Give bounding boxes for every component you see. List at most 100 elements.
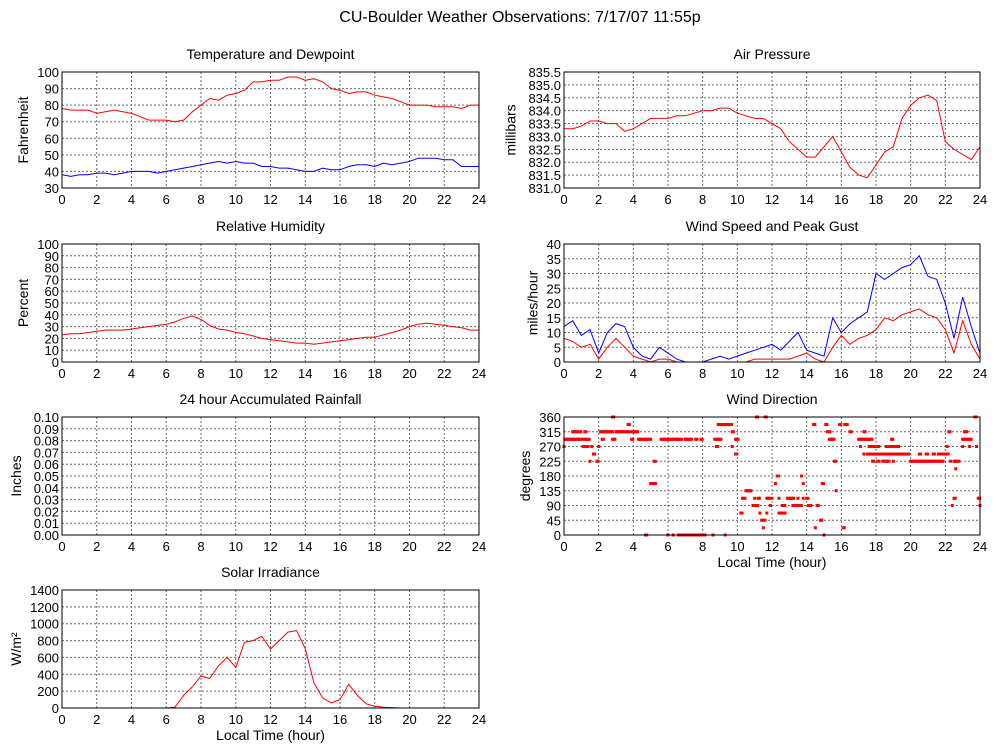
y-tick-label: 833.0 [528, 129, 561, 144]
wind-speed-title: Wind Speed and Peak Gust [686, 218, 859, 234]
x-tick-label: 0 [560, 539, 567, 554]
y-tick-label: 40 [45, 308, 59, 323]
wind-direction-point [891, 459, 895, 463]
wind-direction-point [758, 511, 762, 515]
wind-direction-point [965, 430, 969, 434]
x-tick-label: 20 [903, 366, 917, 381]
wind-direction-point [845, 423, 849, 427]
wind-direction-point [872, 459, 876, 463]
wind-direction-point [587, 437, 591, 441]
y-tick-label: 30 [547, 267, 561, 282]
temperature-dewpoint-series-dewpoint [61, 157, 479, 177]
rainfall-plot-frame [61, 416, 480, 536]
x-tick-label: 16 [333, 366, 347, 381]
wind-direction-point [948, 430, 952, 434]
y-tick-label: 0 [554, 355, 561, 370]
y-tick-label: 0.03 [34, 493, 59, 508]
x-tick-label: 22 [437, 712, 451, 727]
wind-direction-point [877, 445, 881, 448]
wind-direction-point [887, 459, 891, 463]
wind-direction-point [586, 445, 590, 448]
y-tick-label: 5 [554, 340, 561, 355]
wind-direction-point [821, 482, 825, 486]
wind-direction-point [801, 482, 805, 486]
wind-direction-point [813, 526, 817, 530]
solar-irradiance-title: Solar Irradiance [221, 564, 320, 580]
y-tick-label: 200 [37, 684, 59, 699]
rainfall-title: 24 hour Accumulated Rainfall [179, 391, 361, 407]
wind-direction-point [783, 511, 787, 515]
wind-direction-point [593, 452, 597, 456]
wind-direction-point [700, 437, 704, 441]
x-tick-label: 0 [58, 366, 65, 381]
wind-direction-point [597, 445, 601, 448]
x-tick-label: 4 [630, 192, 637, 207]
wind-direction-point [801, 496, 805, 500]
y-tick-label: 0.04 [34, 481, 59, 496]
wind-speed-series-peak-gust [563, 254, 981, 363]
wind-direction-point [761, 518, 765, 522]
x-tick-label: 0 [560, 366, 567, 381]
y-tick-label: 0.02 [34, 504, 59, 519]
wind-direction-point [862, 452, 866, 456]
wind-direction-point [653, 459, 657, 463]
x-tick-label: 18 [869, 366, 883, 381]
relative-humidity-y-axis-label: Percent [15, 279, 31, 327]
x-tick-label: 12 [765, 366, 779, 381]
wind-direction-point [631, 437, 635, 441]
x-tick-label: 10 [730, 192, 744, 207]
y-tick-label: 831.5 [528, 168, 561, 183]
air-pressure-series-pressure [564, 94, 981, 179]
x-tick-label: 10 [229, 366, 243, 381]
x-tick-label: 2 [93, 192, 100, 207]
x-tick-label: 8 [197, 192, 204, 207]
x-tick-label: 20 [402, 366, 416, 381]
temperature-dewpoint-series-temperature [61, 76, 479, 123]
x-tick-label: 22 [437, 192, 451, 207]
y-tick-label: 30 [45, 181, 59, 196]
x-tick-label: 12 [263, 712, 277, 727]
wind-direction-point [907, 452, 911, 456]
wind-direction-plot-frame [563, 416, 981, 536]
y-tick-label: 0.05 [34, 469, 59, 484]
wind-direction-point [842, 526, 846, 530]
wind-direction-point [695, 437, 699, 441]
wind-direction-point [863, 430, 867, 434]
x-tick-label: 4 [630, 539, 637, 554]
x-tick-label: 20 [402, 712, 416, 727]
solar-irradiance-plot-frame [61, 589, 480, 709]
wind-direction-point [743, 496, 747, 500]
y-tick-label: 225 [539, 454, 561, 469]
x-tick-label: 22 [938, 366, 952, 381]
x-tick-label: 8 [699, 366, 706, 381]
wind-direction-point [579, 430, 583, 434]
x-tick-label: 14 [298, 712, 312, 727]
y-tick-label: 800 [37, 634, 59, 649]
wind-direction-point [961, 445, 965, 448]
wind-direction-point [773, 482, 777, 486]
x-tick-label: 2 [93, 366, 100, 381]
wind-direction-point [816, 504, 820, 507]
y-tick-label: 315 [539, 425, 561, 440]
y-tick-label: 0 [52, 355, 59, 370]
x-tick-label: 14 [799, 539, 813, 554]
x-tick-label: 6 [163, 366, 170, 381]
air-pressure-y-axis-label: millibars [503, 104, 519, 155]
x-tick-label: 24 [973, 366, 987, 381]
wind-direction-point [957, 459, 961, 463]
wind-direction-point [627, 430, 631, 434]
x-tick-label: 6 [664, 539, 671, 554]
wind-direction-point [834, 489, 838, 493]
wind-direction-point [689, 437, 693, 441]
wind-direction-point [680, 437, 684, 441]
y-tick-label: 10 [547, 326, 561, 341]
wind-direction-point [735, 452, 739, 456]
wind-direction-point [832, 437, 836, 441]
x-tick-label: 18 [368, 712, 382, 727]
wind-direction-point [792, 496, 796, 500]
